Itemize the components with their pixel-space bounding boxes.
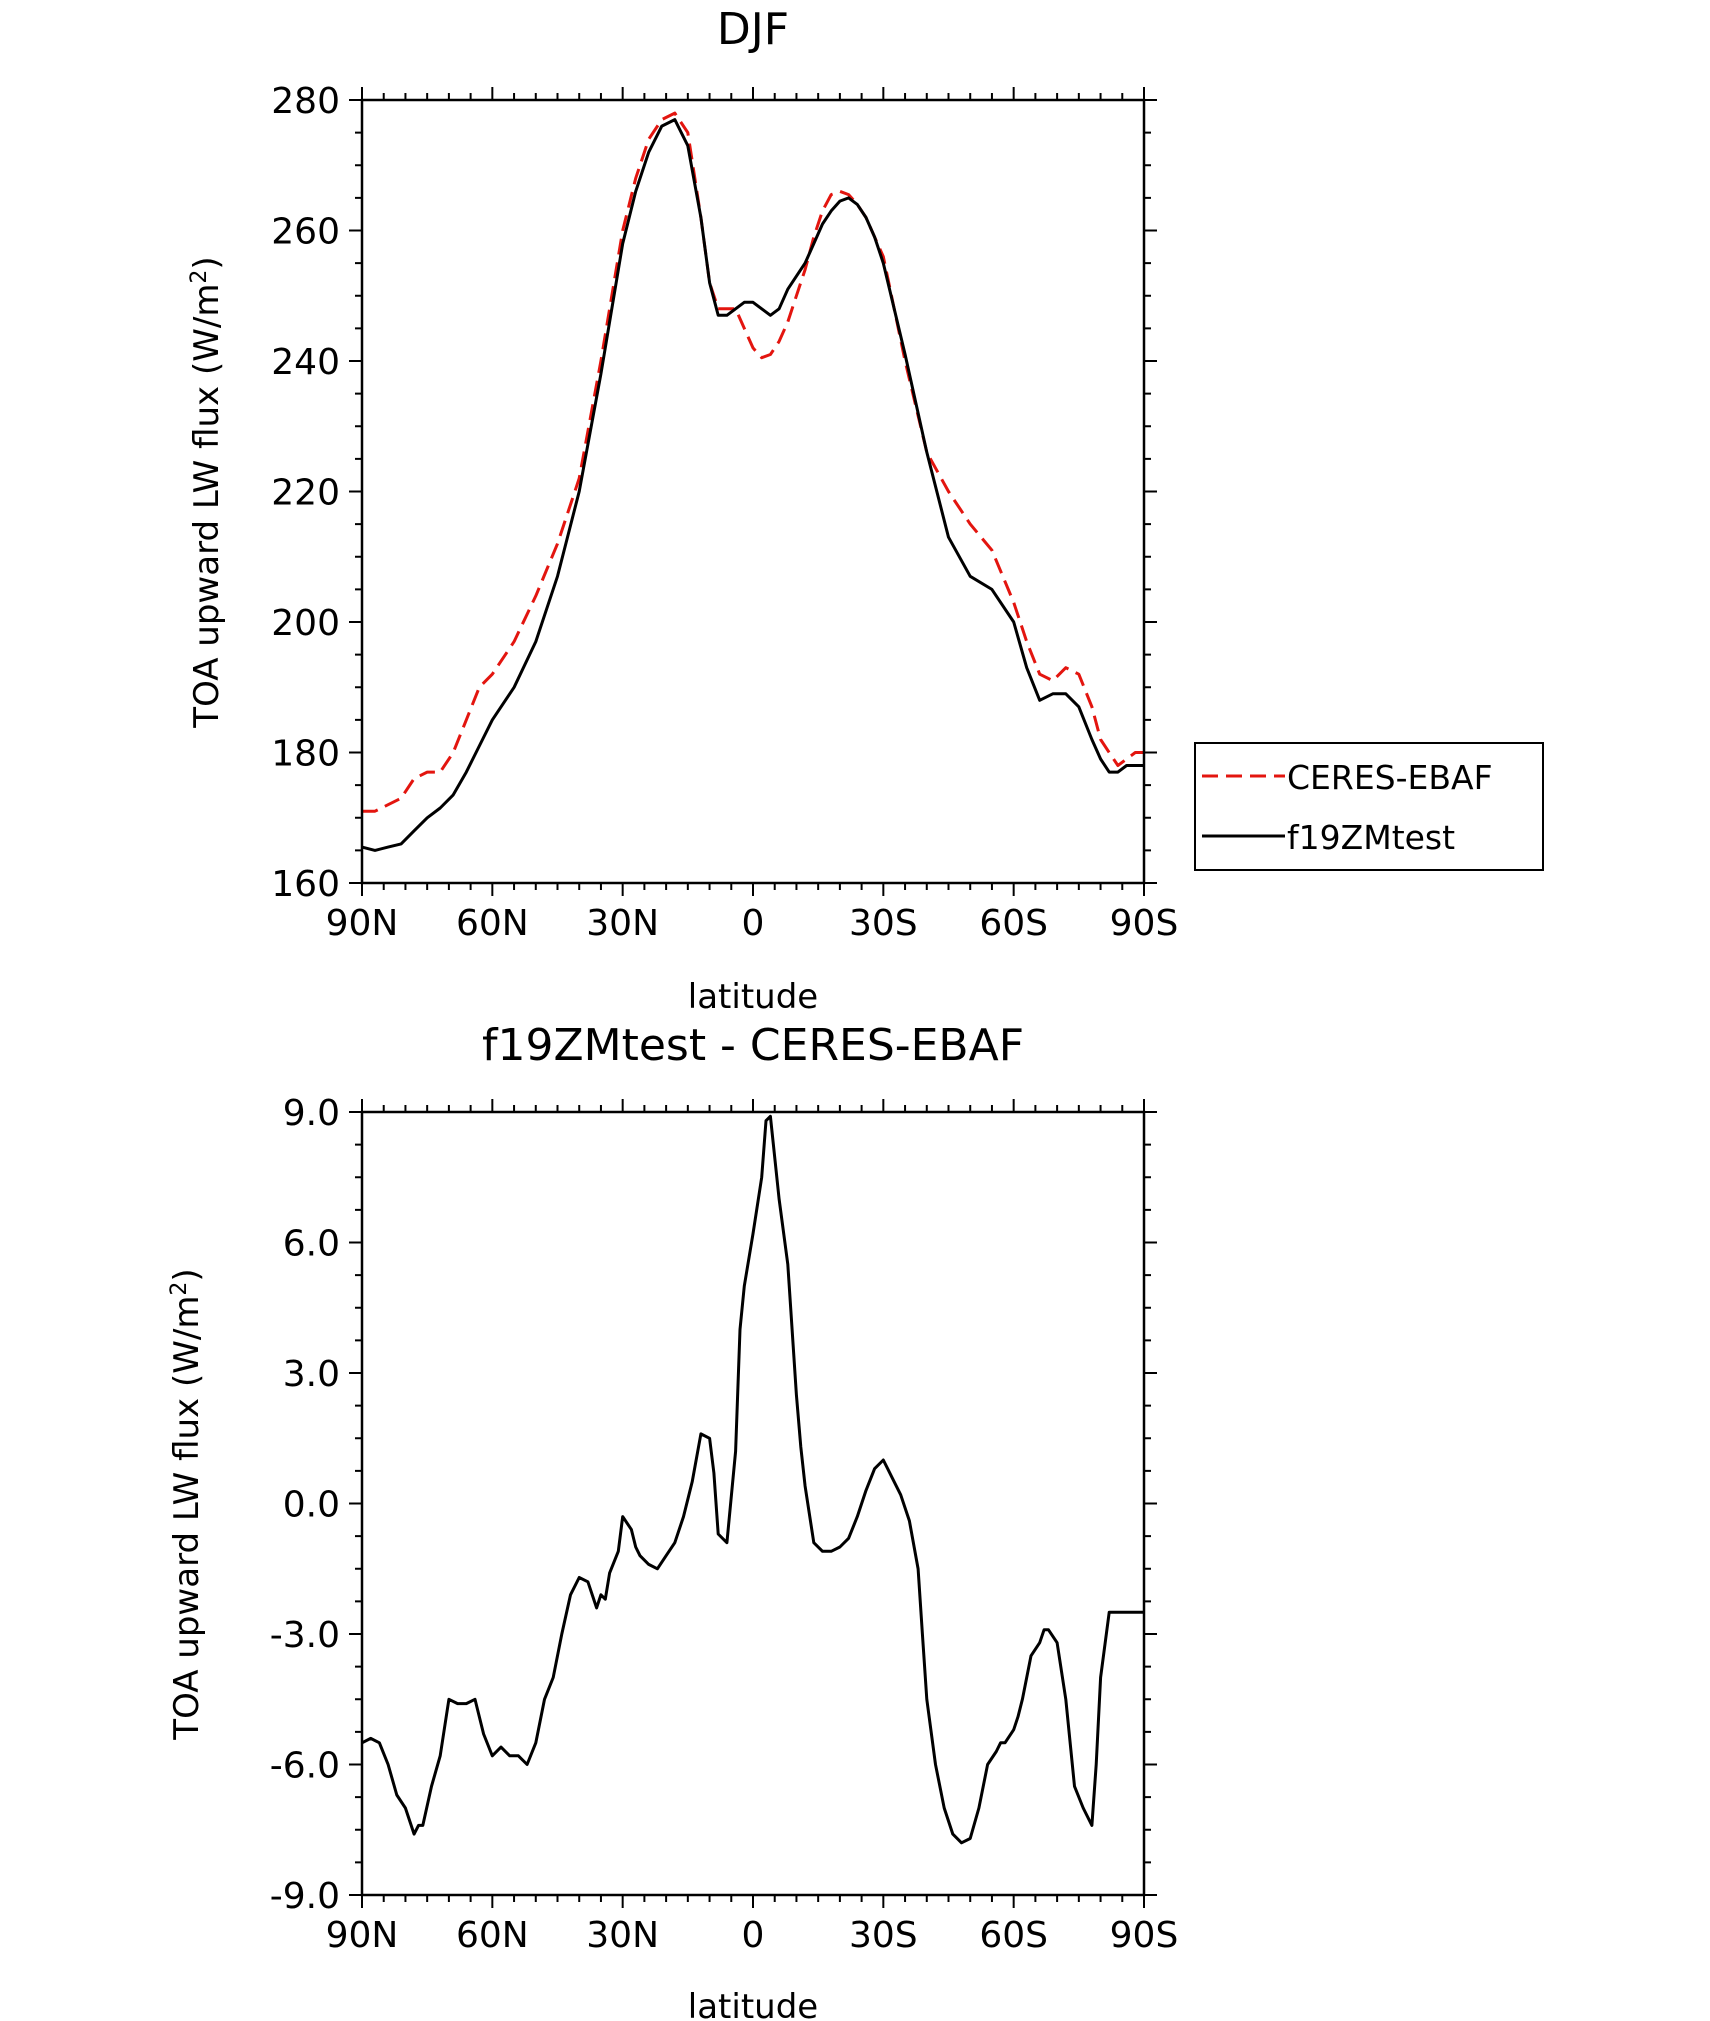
bottom-panel: f19ZMtest - CERES-EBAF 90N 60N 30N 0 30S 60S 9… <box>167 1020 1178 2021</box>
y-tick-label: -3.0 <box>270 1615 340 1656</box>
x-tick-label: 60S <box>979 903 1048 944</box>
legend-label-ceres-ebaf: CERES-EBAF <box>1287 758 1493 797</box>
y-tick-label: 260 <box>271 212 340 253</box>
top-panel-series <box>361 111 1144 852</box>
y-tick-label: 9.0 <box>283 1093 340 1134</box>
x-tick-label: 90S <box>1110 903 1179 944</box>
y-tick-label: 280 <box>271 81 340 122</box>
series-line-bottom-panel-difference <box>361 1114 1144 1845</box>
series-line-f19zmtest <box>361 118 1144 852</box>
top-panel-plot-frame <box>360 98 1146 885</box>
x-tick-label: 30S <box>849 903 918 944</box>
y-tick-label: 180 <box>271 734 340 775</box>
top-panel: DJF 90N 60N 30N 0 30S 60S 90S 160 180 200 220 240 26… <box>187 4 1544 1017</box>
x-tick-label: 60S <box>979 1915 1048 1956</box>
top-panel-y-axis-label: TOA upward LW flux (W/m2) <box>187 256 227 728</box>
x-tick-label: 0 <box>742 903 765 944</box>
legend-label-f19zmtest: f19ZMtest <box>1287 818 1455 857</box>
y-tick-label: 220 <box>271 473 340 514</box>
y-tick-label: -6.0 <box>270 1746 340 1787</box>
bottom-panel-series <box>361 1114 1144 1845</box>
y-tick-label: -9.0 <box>270 1876 340 1917</box>
top-panel-legend: CERES-EBAF f19ZMtest <box>1194 742 1544 871</box>
x-tick-label: 30N <box>586 903 659 944</box>
y-tick-label: 6.0 <box>283 1224 340 1265</box>
x-tick-label: 90N <box>326 1915 399 1956</box>
x-tick-label: 30N <box>586 1915 659 1956</box>
legend-box <box>1194 742 1544 871</box>
y-tick-label: 240 <box>271 342 340 383</box>
x-tick-label: 90S <box>1110 1915 1179 1956</box>
x-tick-label: 30S <box>849 1915 918 1956</box>
top-panel-title: DJF <box>717 4 789 55</box>
x-tick-label: 60N <box>456 1915 529 1956</box>
x-tick-label: 60N <box>456 903 529 944</box>
y-tick-label: 0.0 <box>283 1485 340 1526</box>
x-tick-label: 0 <box>742 1915 765 1956</box>
y-tick-label: 160 <box>271 864 340 905</box>
top-panel-ticks: 90N 60N 30N 0 30S 60S 90S 160 180 200 220 240 260 280 <box>271 81 1178 944</box>
y-tick-label: 3.0 <box>283 1354 340 1395</box>
top-panel-x-axis-label: latitude <box>688 977 818 1017</box>
bottom-panel-plot-frame <box>360 1110 1146 1897</box>
x-tick-label: 90N <box>326 903 399 944</box>
bottom-panel-y-axis-label: TOA upward LW flux (W/m2) <box>167 1268 207 1740</box>
bottom-panel-title: f19ZMtest - CERES-EBAF <box>482 1020 1024 1071</box>
y-tick-label: 200 <box>271 603 340 644</box>
bottom-panel-x-axis-label: latitude <box>688 1987 818 2021</box>
